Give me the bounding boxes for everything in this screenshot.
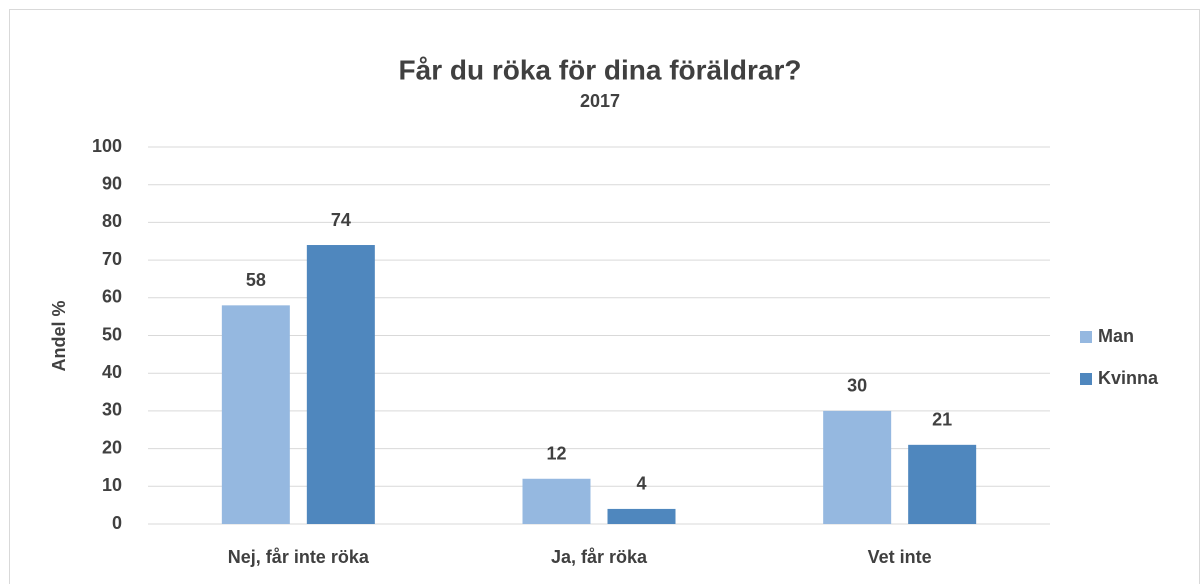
y-tick-label: 100: [92, 136, 122, 156]
y-tick-label: 20: [102, 437, 122, 457]
data-label: 4: [636, 474, 646, 494]
legend-label: Man: [1098, 326, 1134, 346]
y-tick-label: 80: [102, 211, 122, 231]
y-tick-label: 10: [102, 475, 122, 495]
data-label: 30: [847, 376, 867, 396]
bar: [522, 478, 591, 524]
chart-subtitle: 2017: [580, 91, 620, 111]
y-axis-label: Andel %: [49, 300, 69, 371]
bar: [908, 444, 977, 524]
x-tick-label: Nej, får inte röka: [228, 547, 370, 567]
bar: [823, 410, 892, 524]
y-tick-label: 70: [102, 249, 122, 269]
x-tick-label: Ja, får röka: [551, 547, 648, 567]
chart-title: Får du röka för dina föräldrar?: [399, 54, 802, 85]
data-label: 21: [932, 410, 952, 430]
y-tick-label: 30: [102, 400, 122, 420]
y-tick-label: 90: [102, 173, 122, 193]
chart-border: [9, 9, 1200, 584]
data-label: 58: [246, 270, 266, 290]
bar: [607, 508, 676, 524]
y-tick-label: 50: [102, 324, 122, 344]
y-tick-label: 60: [102, 287, 122, 307]
y-tick-label: 0: [112, 513, 122, 533]
legend-swatch: [1080, 373, 1092, 385]
bar: [221, 305, 290, 524]
data-label: 12: [546, 444, 566, 464]
legend-label: Kvinna: [1098, 368, 1159, 388]
legend-swatch: [1080, 331, 1092, 343]
y-tick-label: 40: [102, 362, 122, 382]
bar: [306, 245, 375, 524]
data-label: 74: [331, 210, 351, 230]
x-tick-label: Vet inte: [868, 547, 932, 567]
